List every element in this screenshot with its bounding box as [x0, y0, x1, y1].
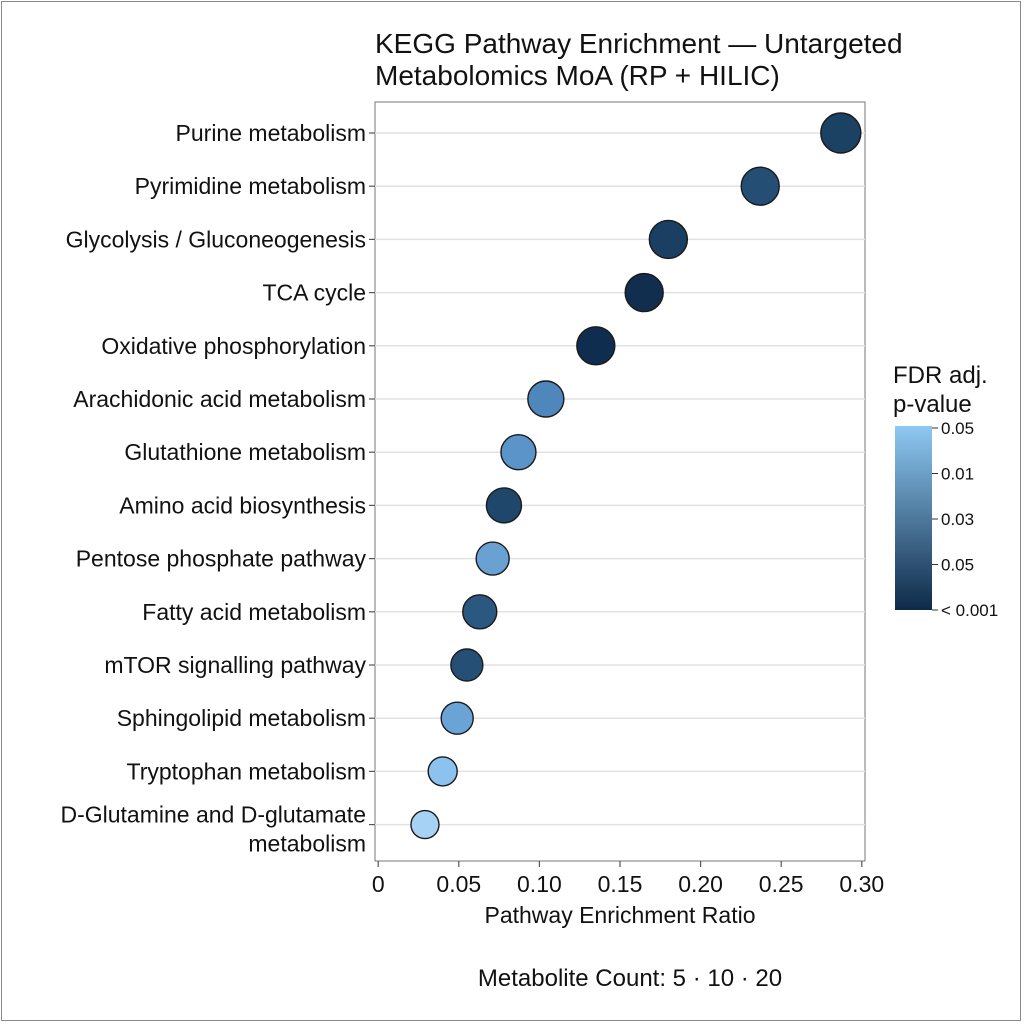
data-point: [527, 380, 565, 418]
data-point: [820, 112, 862, 154]
category-label: Arachidonic acid metabolism: [73, 386, 366, 412]
category-label-line: Purine metabolism: [176, 120, 366, 146]
category-label-line: Sphingolipid metabolism: [117, 705, 366, 731]
category-label: Fatty acid metabolism: [142, 599, 366, 625]
category-label: Oxidative phosphorylation: [101, 333, 366, 359]
category-label-line: Oxidative phosphorylation: [101, 333, 366, 359]
category-label-line: metabolism: [248, 831, 366, 857]
legend-tick-label: 0.05: [941, 556, 974, 575]
plot-panel: [374, 101, 866, 862]
data-point: [576, 326, 616, 366]
data-point: [500, 434, 537, 471]
data-point: [624, 272, 664, 313]
data-point: [440, 701, 474, 735]
legend-tick-label: 0.01: [941, 465, 974, 484]
legend-title-line-1: FDR adj.: [893, 362, 988, 389]
category-label: Pyrimidine metabolism: [135, 173, 366, 199]
category-label-line: Glutathione metabolism: [124, 439, 366, 465]
data-points: [410, 112, 862, 840]
legend-tick-label: 0.05: [941, 419, 974, 438]
chart-title-line-1: KEGG Pathway Enrichment — Untargeted: [375, 28, 903, 59]
category-label-line: Fatty acid metabolism: [142, 599, 366, 625]
data-point: [475, 541, 510, 576]
category-label-line: Pentose phosphate pathway: [76, 546, 367, 572]
category-label-line: Pyrimidine metabolism: [135, 173, 366, 199]
legend-ticks: 0.05 0.01 0.03 0.05 < 0.001: [932, 419, 998, 620]
x-tick-label: 0.05: [436, 871, 481, 897]
x-axis-ticks: 0 0.05 0.10 0.15 0.20 0.25 0.30: [372, 861, 884, 897]
category-label: Tryptophan metabolism: [127, 758, 366, 784]
category-label-line: TCA cycle: [262, 280, 366, 306]
grid-lines: [369, 132, 865, 826]
category-label: Glutathione metabolism: [124, 439, 366, 465]
category-label-line: mTOR signalling pathway: [104, 652, 366, 678]
category-label-line: Amino acid biosynthesis: [119, 492, 366, 518]
category-label: Pentose phosphate pathway: [76, 546, 367, 572]
category-label-line: Arachidonic acid metabolism: [73, 386, 366, 412]
data-point: [462, 594, 498, 630]
legend-tick-label: < 0.001: [941, 601, 998, 620]
x-tick-label: 0.10: [517, 871, 562, 897]
category-label: TCA cycle: [262, 280, 366, 306]
data-point: [450, 648, 484, 682]
x-tick-label: 0.30: [839, 871, 884, 897]
legend-tick-label: 0.03: [941, 510, 974, 529]
category-label-line: Glycolysis / Gluconeogenesis: [66, 226, 366, 252]
legend-title-line-2: p-value: [893, 391, 972, 418]
category-label: Purine metabolism: [176, 120, 366, 146]
data-point: [648, 219, 689, 260]
data-point: [740, 166, 780, 206]
x-axis-title: Pathway Enrichment Ratio: [484, 902, 755, 928]
x-tick-label: 0.15: [598, 871, 643, 897]
category-label: Glycolysis / Gluconeogenesis: [66, 226, 366, 252]
x-tick-label: 0.25: [759, 871, 804, 897]
category-label-line: D-Glutamine and D-glutamate: [60, 802, 366, 828]
chart-title-line-2: Metabolomics MoA (RP + HILIC): [375, 60, 780, 91]
data-point: [485, 487, 523, 524]
category-label: D-Glutamine and D-glutamate metabolism: [60, 802, 366, 857]
x-tick-label: 0: [372, 871, 385, 897]
data-point: [410, 809, 440, 840]
legend-colorbar: [895, 426, 932, 610]
category-label: Amino acid biosynthesis: [119, 492, 366, 518]
category-labels: Purine metabolism Pyrimidine metabolism Gl…: [60, 120, 366, 857]
category-label-line: Tryptophan metabolism: [127, 758, 366, 784]
data-point: [427, 756, 458, 787]
category-label: Sphingolipid metabolism: [117, 705, 366, 731]
size-legend-note: Metabolite Count: 5 · 10 · 20: [478, 965, 782, 992]
x-tick-label: 0.20: [678, 871, 723, 897]
category-label: mTOR signalling pathway: [104, 652, 366, 678]
